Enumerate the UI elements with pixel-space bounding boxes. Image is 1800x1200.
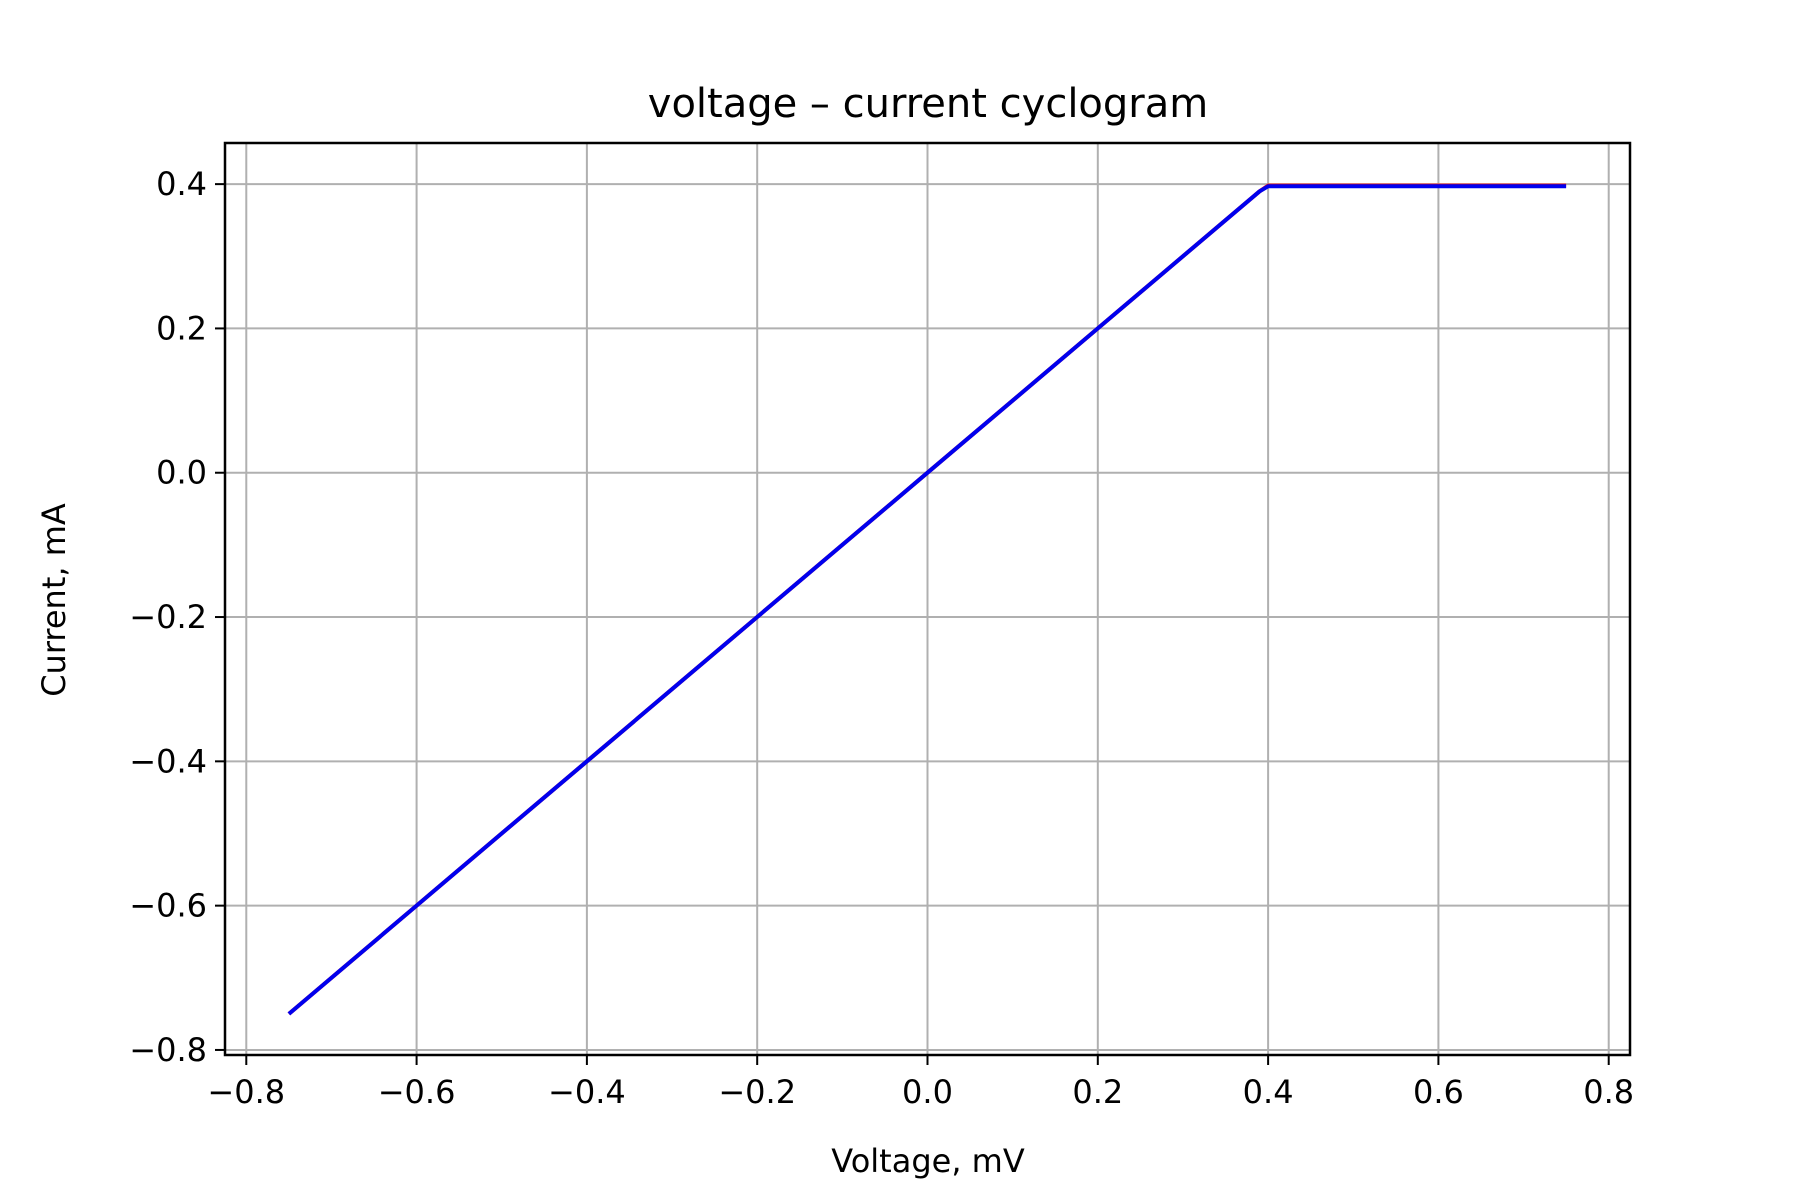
x-tick-label: −0.6: [378, 1073, 456, 1111]
x-axis: −0.8 −0.6 −0.4 −0.2 0.0 0.2 0.4 0.6 0.8: [207, 1055, 1634, 1111]
y-tick-label: −0.6: [129, 887, 207, 925]
y-tick-label: −0.4: [129, 742, 207, 780]
y-tick-label: 0.0: [156, 454, 207, 492]
series-layer: [287, 183, 1567, 1016]
chart-title: voltage – current cyclogram: [648, 81, 1208, 127]
x-tick-label: 0.8: [1583, 1073, 1634, 1111]
y-tick-label: 0.2: [156, 309, 207, 347]
x-tick-label: 0.2: [1072, 1073, 1123, 1111]
y-tick-label: −0.2: [129, 598, 207, 636]
x-axis-label: Voltage, mV: [831, 1142, 1025, 1180]
y-axis: −0.8 −0.6 −0.4 −0.2 0.0 0.2 0.4: [129, 165, 225, 1069]
y-tick-label: −0.8: [129, 1031, 207, 1069]
x-tick-label: −0.8: [207, 1073, 285, 1111]
x-tick-label: 0.4: [1243, 1073, 1294, 1111]
series-line-2: [287, 184, 1567, 1016]
x-tick-label: 0.0: [902, 1073, 953, 1111]
x-tick-label: 0.6: [1413, 1073, 1464, 1111]
x-tick-label: −0.2: [718, 1073, 796, 1111]
y-axis-label: Current, mA: [35, 503, 73, 697]
y-tick-label: 0.4: [156, 165, 207, 203]
x-tick-label: −0.4: [548, 1073, 626, 1111]
